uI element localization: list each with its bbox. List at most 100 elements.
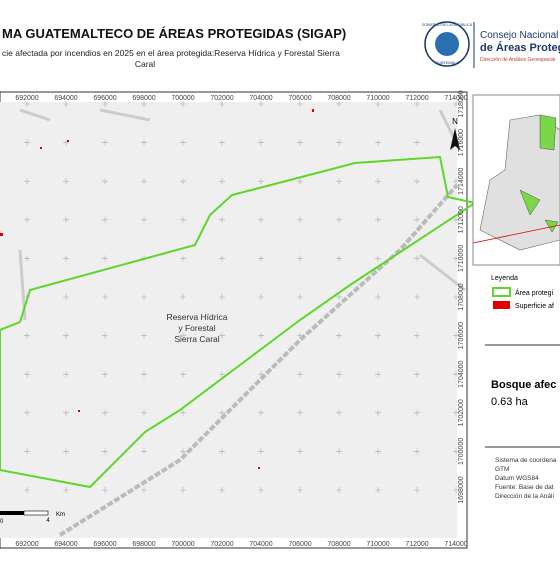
area-label: Reserva Hídrica bbox=[167, 312, 228, 322]
grid-cross bbox=[258, 216, 264, 223]
grid-cross bbox=[180, 139, 186, 146]
grid-cross bbox=[414, 487, 420, 493]
x-tick-label: 698000 bbox=[132, 95, 155, 102]
grid-cross bbox=[453, 487, 459, 493]
summary-title: Bosque afec bbox=[491, 379, 556, 391]
grid-cross bbox=[258, 139, 264, 146]
grid-cross bbox=[336, 101, 342, 107]
grid-cross bbox=[258, 101, 264, 107]
grid-cross bbox=[375, 487, 381, 493]
logo-text: de Áreas Protegi bbox=[480, 41, 560, 54]
logo-text: Consejo Nacional bbox=[480, 30, 558, 41]
grid-cross bbox=[180, 101, 186, 107]
grid-cross bbox=[414, 448, 420, 455]
grid-cross bbox=[141, 409, 147, 416]
grid-cross bbox=[219, 178, 225, 185]
grid-cross bbox=[297, 294, 303, 300]
grid-cross bbox=[297, 409, 303, 416]
grid-cross bbox=[24, 332, 30, 339]
x-tick-label: 694000 bbox=[54, 95, 77, 102]
scale-bar bbox=[23, 510, 49, 516]
grid-cross bbox=[258, 448, 264, 455]
grid-cross bbox=[102, 216, 108, 223]
y-tick-label: 1704000 bbox=[458, 360, 465, 387]
grid-cross bbox=[414, 371, 420, 378]
fire-spots bbox=[0, 109, 314, 469]
grid-cross bbox=[141, 101, 147, 107]
grid-cross bbox=[375, 371, 381, 378]
grid-cross bbox=[180, 487, 186, 493]
x-tick-label: 708000 bbox=[327, 95, 350, 102]
grid-cross bbox=[24, 409, 30, 416]
x-tick-label: 702000 bbox=[210, 95, 233, 102]
grid-cross bbox=[453, 371, 459, 378]
x-tick-label: 712000 bbox=[405, 95, 428, 102]
grid-cross bbox=[219, 139, 225, 146]
scale-label: 0 bbox=[0, 519, 4, 525]
grid-cross bbox=[414, 294, 420, 300]
inset-areas bbox=[519, 114, 559, 233]
grid-cross bbox=[375, 216, 381, 223]
scale-label: 4 bbox=[46, 518, 50, 524]
area-label: Sierra Caral bbox=[174, 334, 219, 344]
x-tick-label: 700000 bbox=[171, 95, 194, 102]
grid-cross bbox=[180, 178, 186, 185]
x-tick-label: 696000 bbox=[93, 95, 116, 102]
x-tick-label: 704000 bbox=[249, 541, 272, 548]
grid-cross bbox=[414, 332, 420, 339]
protected-area bbox=[0, 155, 478, 489]
grid-cross bbox=[453, 216, 459, 223]
seal bbox=[424, 21, 470, 67]
x-tick-label: 708000 bbox=[327, 541, 350, 548]
grid-cross bbox=[414, 139, 420, 146]
grid-cross bbox=[258, 294, 264, 300]
grid-cross bbox=[219, 216, 225, 223]
grid-cross bbox=[141, 487, 147, 493]
y-tick-label: 1716000 bbox=[458, 129, 465, 156]
grid-cross bbox=[102, 371, 108, 378]
grid-cross bbox=[258, 332, 264, 339]
info-line: GTM bbox=[495, 466, 509, 473]
grid-cross bbox=[141, 216, 147, 223]
north-label: N bbox=[452, 117, 458, 126]
north-arrow bbox=[450, 128, 460, 150]
grid-cross bbox=[219, 487, 225, 493]
grid-cross bbox=[414, 216, 420, 223]
grid-cross bbox=[180, 294, 186, 300]
grid-cross bbox=[102, 332, 108, 339]
info-line: Datum WGS84 bbox=[495, 475, 539, 482]
grid-cross bbox=[453, 448, 459, 455]
grid-cross bbox=[24, 139, 30, 146]
grid-cross bbox=[180, 448, 186, 455]
map-area bbox=[0, 102, 457, 538]
grid-cross bbox=[141, 139, 147, 146]
x-tick-label: 702000 bbox=[210, 541, 233, 548]
x-tick-label: 696000 bbox=[93, 541, 116, 548]
grid-cross bbox=[375, 255, 381, 262]
grid-cross bbox=[414, 409, 420, 416]
grid-cross bbox=[180, 332, 186, 339]
grid-cross bbox=[375, 178, 381, 185]
grid-cross bbox=[24, 371, 30, 378]
fire-spot bbox=[67, 140, 69, 142]
grid-cross bbox=[219, 255, 225, 262]
fire-spot bbox=[40, 147, 42, 149]
grid-cross bbox=[219, 332, 225, 339]
grid-cross bbox=[63, 178, 69, 185]
grid-cross bbox=[336, 139, 342, 146]
inset-locator bbox=[472, 224, 560, 244]
grid-cross bbox=[414, 101, 420, 107]
legend-swatch bbox=[493, 301, 510, 309]
grid-cross bbox=[102, 487, 108, 493]
grid-cross bbox=[219, 101, 225, 107]
grid-cross bbox=[336, 371, 342, 378]
grid-cross bbox=[453, 178, 459, 185]
y-tick-label: 1710000 bbox=[458, 245, 465, 272]
grid-cross bbox=[102, 409, 108, 416]
x-tick-label: 700000 bbox=[171, 541, 194, 548]
grid-cross bbox=[63, 294, 69, 300]
x-tick-label: 704000 bbox=[249, 95, 272, 102]
grid-cross bbox=[63, 332, 69, 339]
grid-cross bbox=[63, 139, 69, 146]
